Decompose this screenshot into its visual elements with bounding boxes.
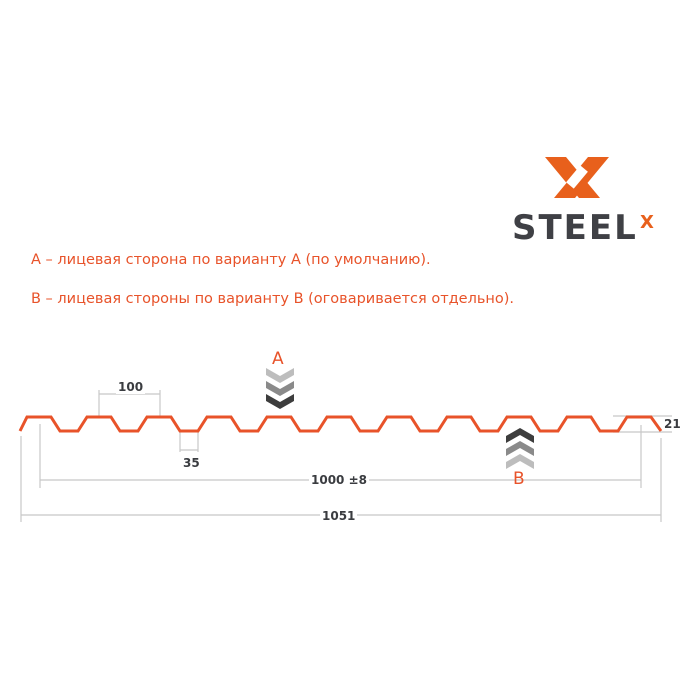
- logo-text: STEEL: [512, 208, 638, 248]
- trapezoid-profile: [18, 415, 663, 433]
- chevron-up-icon: [506, 428, 534, 443]
- chevron-up-icon: [506, 454, 534, 469]
- legend-line-a: А – лицевая сторона по варианту А (по ум…: [31, 252, 431, 268]
- side-b-label: В: [513, 469, 525, 489]
- useful-width-dimension: 1000 ±8: [309, 473, 369, 487]
- steelx-logo-mark: [545, 157, 609, 198]
- total-width-dimension: 1051: [320, 509, 358, 523]
- logo-superscript: X: [640, 212, 654, 233]
- legend-line-b: В – лицевая стороны по варианту В (огова…: [31, 291, 515, 307]
- chevron-down-icon: [266, 394, 294, 409]
- chevron-down-icon: [266, 368, 294, 383]
- chevron-down-icon: [266, 381, 294, 396]
- height-dimension: 21: [664, 417, 681, 431]
- side-a-label: А: [272, 349, 284, 369]
- bottom-width-dimension: 35: [183, 456, 200, 470]
- chevron-up-icon: [506, 441, 534, 456]
- pitch-dimension: 100: [116, 380, 146, 394]
